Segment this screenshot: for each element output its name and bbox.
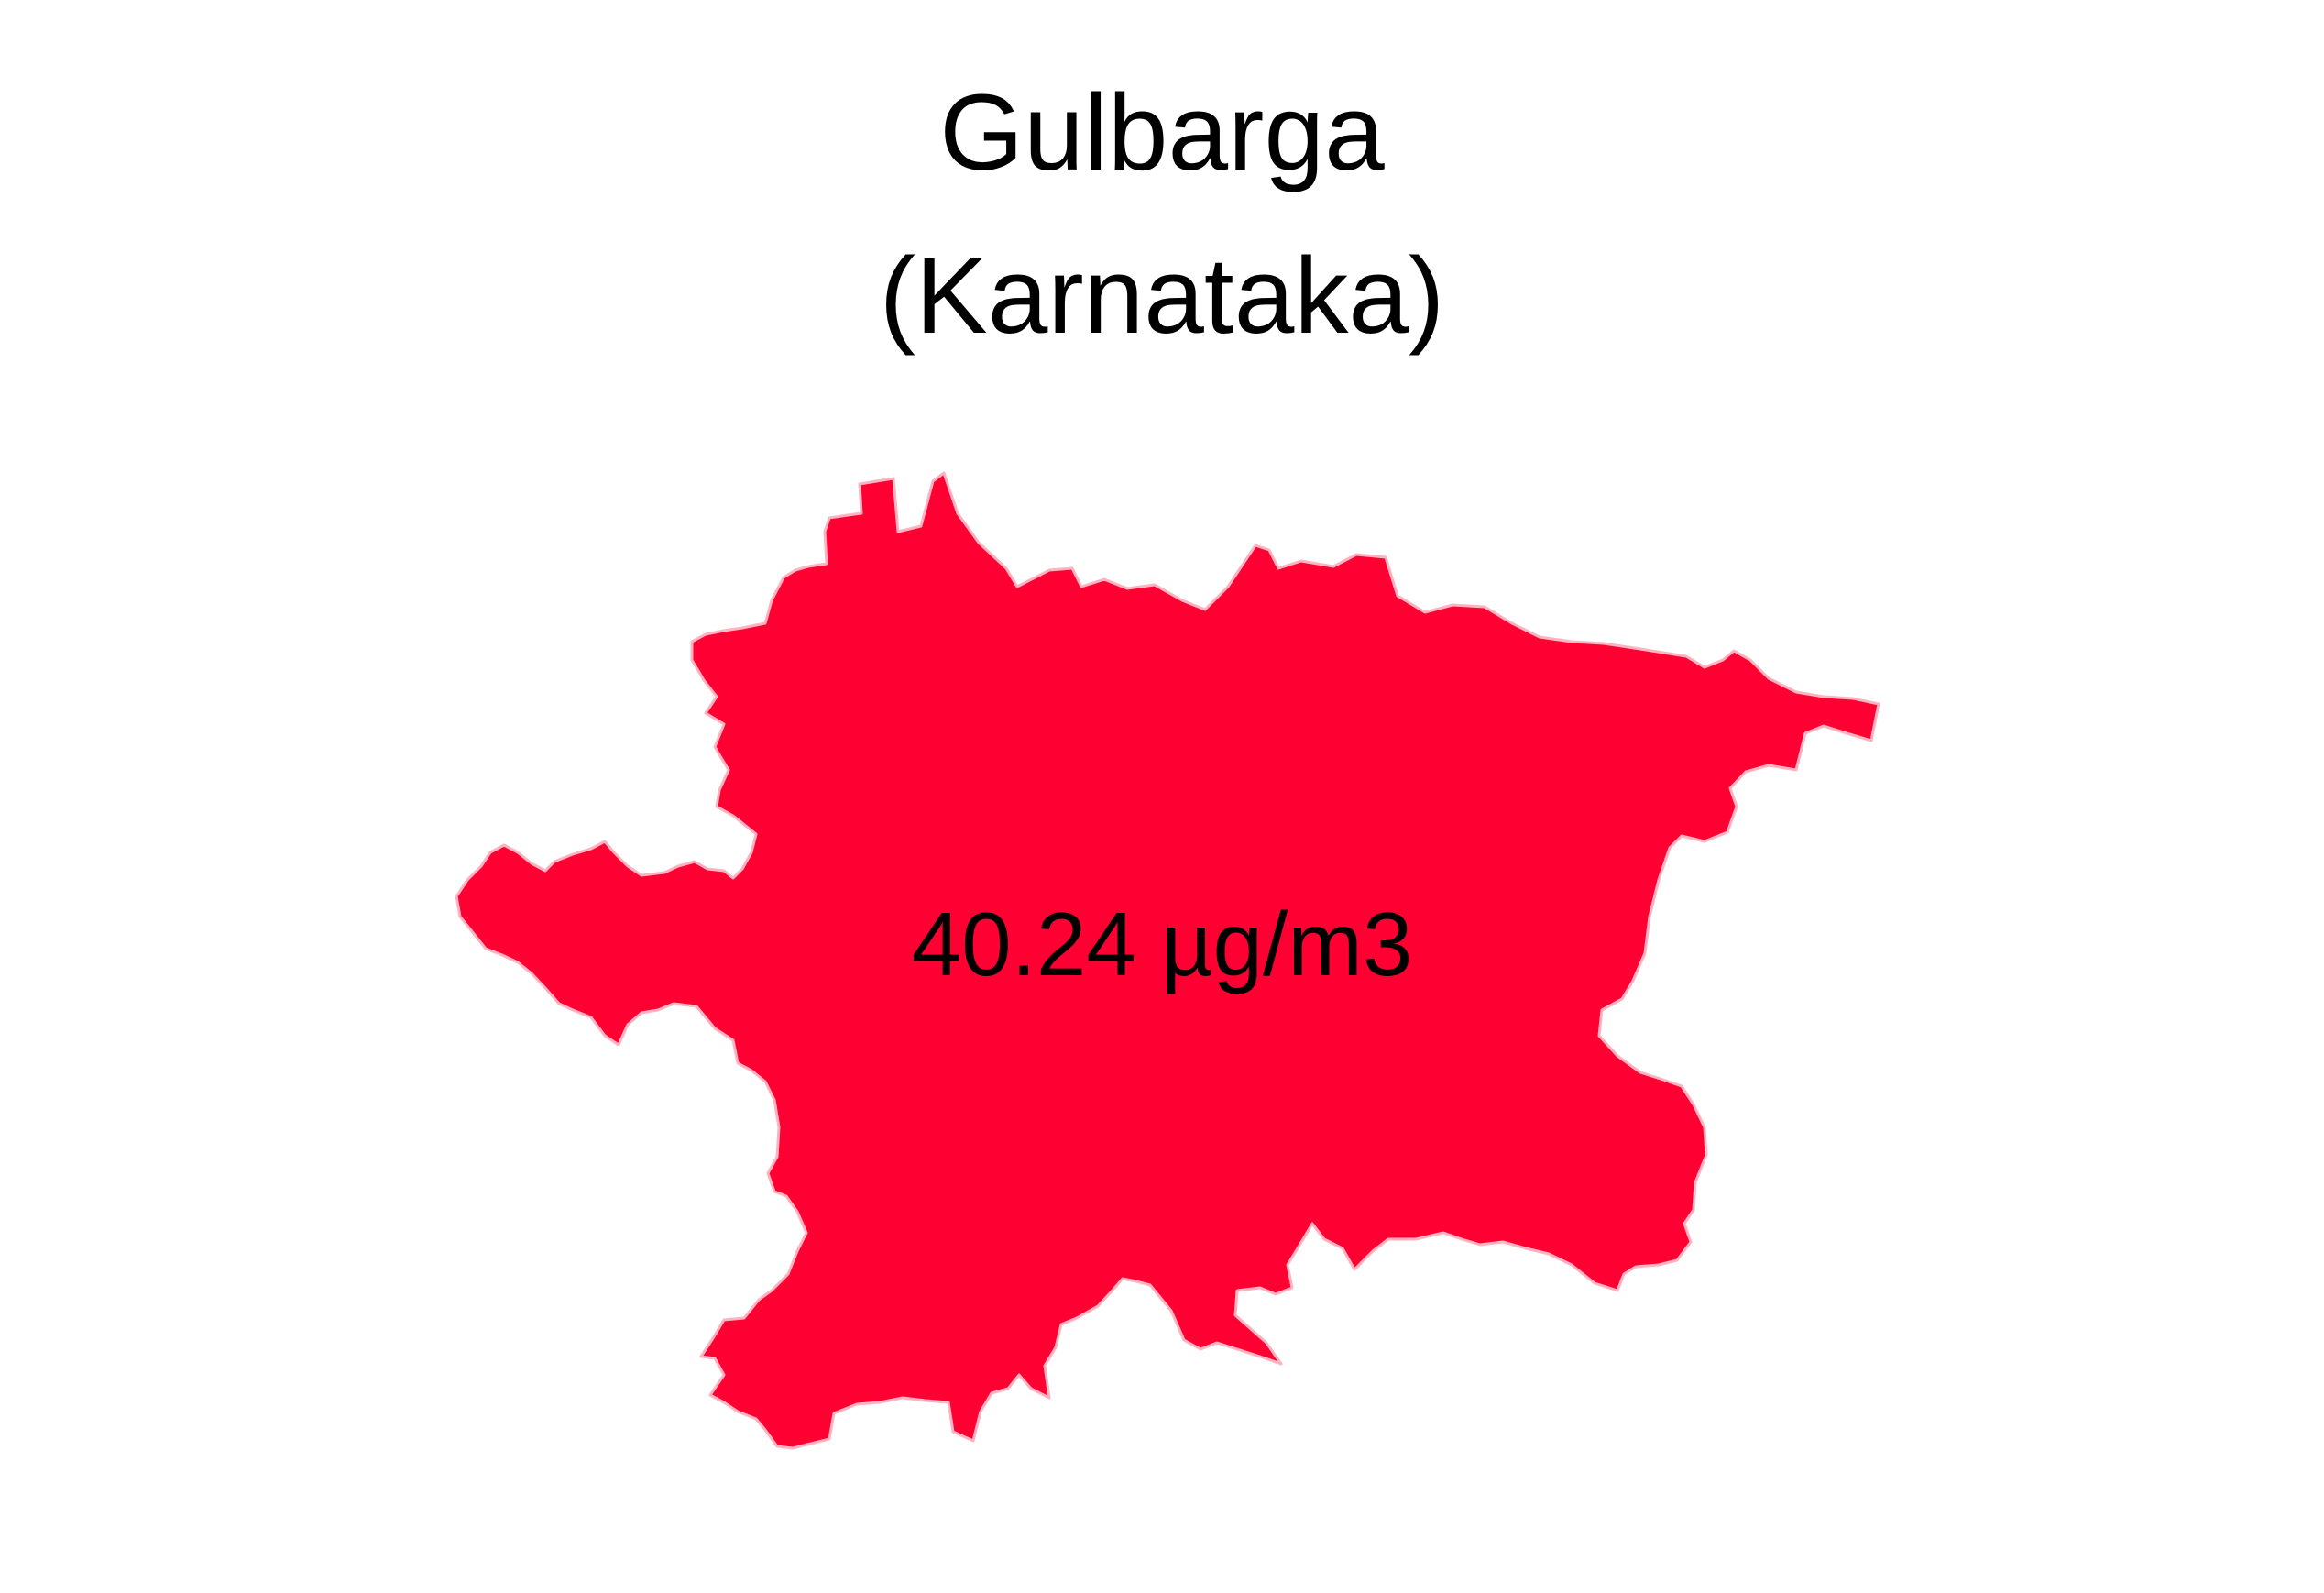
pm25-value-label: 40.24 µg/m3 [911, 894, 1413, 994]
state-name: (Karnataka) [879, 236, 1445, 357]
district-boundary [455, 471, 1880, 1450]
district-name: Gulbarga [939, 72, 1385, 193]
map-title: Gulbarga (Karnataka) [0, 51, 2324, 378]
